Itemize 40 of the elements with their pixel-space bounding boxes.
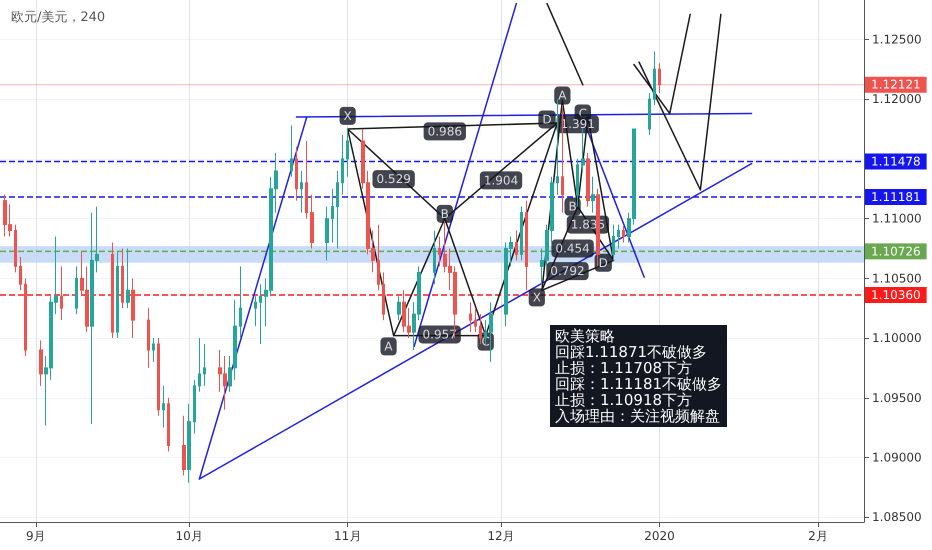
annotation: 0.529 (376, 172, 411, 186)
annotation: C (578, 106, 588, 120)
y-tick-label: 1.08500 (872, 510, 922, 524)
annotation: 止损：1.11708下方 (555, 359, 692, 377)
annotation: 0.792 (550, 264, 585, 278)
ref-line-label: 1.10360 (871, 288, 921, 302)
ref-line-label: 1.11181 (871, 190, 921, 204)
x-tick-label: 9月 (26, 529, 46, 543)
annotation: 1.904 (484, 173, 518, 188)
annotation: 欧美策略 (555, 327, 616, 345)
ref-line-label: 1.12121 (871, 78, 921, 92)
annotation: D (598, 256, 608, 270)
y-tick-label: 1.09000 (872, 450, 922, 464)
annotation: 入场理由：关注视频解盘 (555, 407, 721, 425)
y-tick-label: 1.10000 (872, 331, 922, 346)
ref-line-label: 1.11478 (871, 154, 921, 168)
y-tick-label: 1.10500 (872, 271, 922, 286)
x-tick-label: 11月 (334, 529, 362, 543)
x-tick-label: 2月 (808, 529, 828, 543)
annotation: B (568, 200, 577, 214)
ref-line-label: 1.10726 (871, 244, 921, 258)
annotation: X (532, 290, 541, 304)
annotation: D (542, 112, 552, 126)
annotation: A (384, 339, 394, 354)
text: 欧元/美元，240 (11, 9, 106, 25)
x-tick-label: 2020 (644, 529, 675, 543)
annotation: A (558, 88, 568, 103)
annotation: 回踩1.11871不破做多 (555, 343, 708, 361)
y-tick-label: 1.12500 (872, 32, 922, 46)
y-tick-label: 1.09500 (872, 390, 922, 405)
x-tick-label: 12月 (487, 529, 515, 543)
y-tick-label: 1.12000 (872, 92, 922, 106)
x-tick-label: 10月 (176, 529, 203, 543)
annotation: B (440, 206, 449, 221)
annotation: 0.986 (428, 124, 462, 138)
annotation: 止损：1.10918下方 (555, 391, 692, 409)
annotation: 0.454 (555, 241, 590, 256)
y-tick-label: 1.11000 (872, 212, 922, 226)
annotation: 回踩：1.11181不破做多 (555, 375, 722, 393)
annotation: X (344, 108, 352, 123)
